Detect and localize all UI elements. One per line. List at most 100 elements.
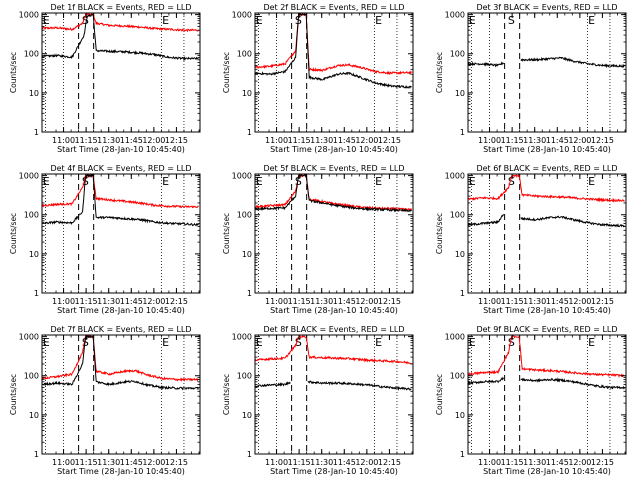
y-tick-label: 10 <box>455 89 465 98</box>
y-tick-label: 1 <box>34 289 39 298</box>
panel-title: Det 7f BLACK = Events, RED = LLD <box>50 325 191 334</box>
plot-frame <box>254 12 414 133</box>
plot-frame <box>41 334 201 455</box>
y-axis-label: Counts/sec <box>435 213 444 254</box>
marker-end-label: E <box>375 336 382 349</box>
marker-start-label: E <box>43 336 50 349</box>
y-tick-label: 100 <box>24 50 39 59</box>
y-tick-label: 1 <box>460 450 465 459</box>
y-axis-label: Counts/sec <box>222 213 231 254</box>
y-axis-label: Counts/sec <box>222 52 231 93</box>
x-tick-label: 11:30 <box>523 136 546 145</box>
y-tick-label: 1 <box>34 450 39 459</box>
events-series-line <box>41 173 199 227</box>
lld-series-line <box>254 334 412 365</box>
y-tick-label: 1000 <box>19 333 39 342</box>
events-series-line <box>254 12 412 89</box>
x-tick-label: 11:15 <box>501 136 524 145</box>
y-axis-label: Counts/sec <box>9 374 18 415</box>
x-tick-label: 12:15 <box>165 297 188 306</box>
x-tick-label: 11:30 <box>97 297 120 306</box>
marker-end-label: E <box>588 14 595 27</box>
x-axis-label: Start Time (28-Jan-10 10:45:40) <box>483 467 611 476</box>
x-tick-label: 11:45 <box>546 136 569 145</box>
plot-frame <box>254 173 414 294</box>
y-tick-label: 1000 <box>232 333 252 342</box>
y-axis-label: Counts/sec <box>435 374 444 415</box>
x-tick-label: 12:15 <box>591 136 614 145</box>
y-tick-label: 1000 <box>232 172 252 181</box>
y-tick-label: 1000 <box>19 172 39 181</box>
x-tick-label: 11:30 <box>523 458 546 467</box>
panel-title: Det 9f BLACK = Events, RED = LLD <box>476 325 617 334</box>
x-tick-label: 11:45 <box>333 458 356 467</box>
x-tick-label: 12:15 <box>165 458 188 467</box>
x-tick-label: 11:00 <box>265 458 288 467</box>
y-tick-label: 1000 <box>445 172 465 181</box>
x-axis-label: Start Time (28-Jan-10 10:45:40) <box>57 145 185 154</box>
marker-end-label: E <box>375 175 382 188</box>
x-tick-label: 12:00 <box>142 458 165 467</box>
y-tick-label: 1 <box>460 289 465 298</box>
x-tick-label: 11:45 <box>333 297 356 306</box>
x-tick-label: 11:45 <box>120 297 143 306</box>
panel-title: Det 8f BLACK = Events, RED = LLD <box>263 325 404 334</box>
marker-start-label: E <box>256 336 263 349</box>
x-tick-label: 12:00 <box>142 136 165 145</box>
plot-frame <box>41 173 201 294</box>
x-tick-label: 11:30 <box>97 458 120 467</box>
x-tick-label: 11:15 <box>75 136 98 145</box>
x-tick-label: 11:00 <box>265 297 288 306</box>
marker-end-label: E <box>588 175 595 188</box>
y-tick-label: 10 <box>242 250 252 259</box>
x-tick-label: 11:45 <box>333 136 356 145</box>
y-tick-label: 100 <box>450 50 465 59</box>
events-series-line <box>254 173 412 213</box>
x-axis-label: Start Time (28-Jan-10 10:45:40) <box>270 145 398 154</box>
lld-series-line <box>41 13 199 33</box>
x-tick-label: 11:15 <box>501 297 524 306</box>
y-tick-label: 10 <box>242 89 252 98</box>
marker-end-label: E <box>162 175 169 188</box>
events-series-line <box>41 334 199 391</box>
x-tick-label: 12:15 <box>378 458 401 467</box>
x-tick-label: 11:30 <box>310 297 333 306</box>
marker-saa-label: S <box>508 14 515 27</box>
x-tick-label: 11:15 <box>288 458 311 467</box>
y-tick-label: 10 <box>455 411 465 420</box>
x-tick-label: 12:15 <box>165 136 188 145</box>
y-axis-label: Counts/sec <box>222 374 231 415</box>
x-tick-label: 11:30 <box>523 297 546 306</box>
x-tick-label: 11:00 <box>478 458 501 467</box>
x-tick-label: 12:00 <box>142 297 165 306</box>
events-series-line <box>467 56 625 69</box>
events-series-line <box>254 380 412 392</box>
x-tick-label: 11:00 <box>265 136 288 145</box>
marker-start-label: E <box>469 175 476 188</box>
x-tick-label: 11:45 <box>120 136 143 145</box>
y-tick-label: 100 <box>24 372 39 381</box>
y-tick-label: 100 <box>450 211 465 220</box>
panel-title: Det 6f BLACK = Events, RED = LLD <box>476 164 617 173</box>
panel-title: Det 5f BLACK = Events, RED = LLD <box>263 164 404 173</box>
x-tick-label: 11:15 <box>75 297 98 306</box>
x-tick-label: 12:15 <box>378 297 401 306</box>
x-tick-label: 12:15 <box>591 297 614 306</box>
lld-series-line <box>254 13 412 75</box>
x-tick-label: 11:00 <box>52 297 75 306</box>
y-tick-label: 100 <box>237 211 252 220</box>
x-tick-label: 12:00 <box>355 297 378 306</box>
x-axis-label: Start Time (28-Jan-10 10:45:40) <box>57 467 185 476</box>
x-tick-label: 12:00 <box>355 458 378 467</box>
x-axis-label: Start Time (28-Jan-10 10:45:40) <box>483 145 611 154</box>
x-tick-label: 11:15 <box>288 297 311 306</box>
x-tick-label: 11:00 <box>52 136 75 145</box>
lld-series-line <box>467 173 625 203</box>
x-tick-label: 12:00 <box>568 458 591 467</box>
x-axis-label: Start Time (28-Jan-10 10:45:40) <box>57 306 185 315</box>
